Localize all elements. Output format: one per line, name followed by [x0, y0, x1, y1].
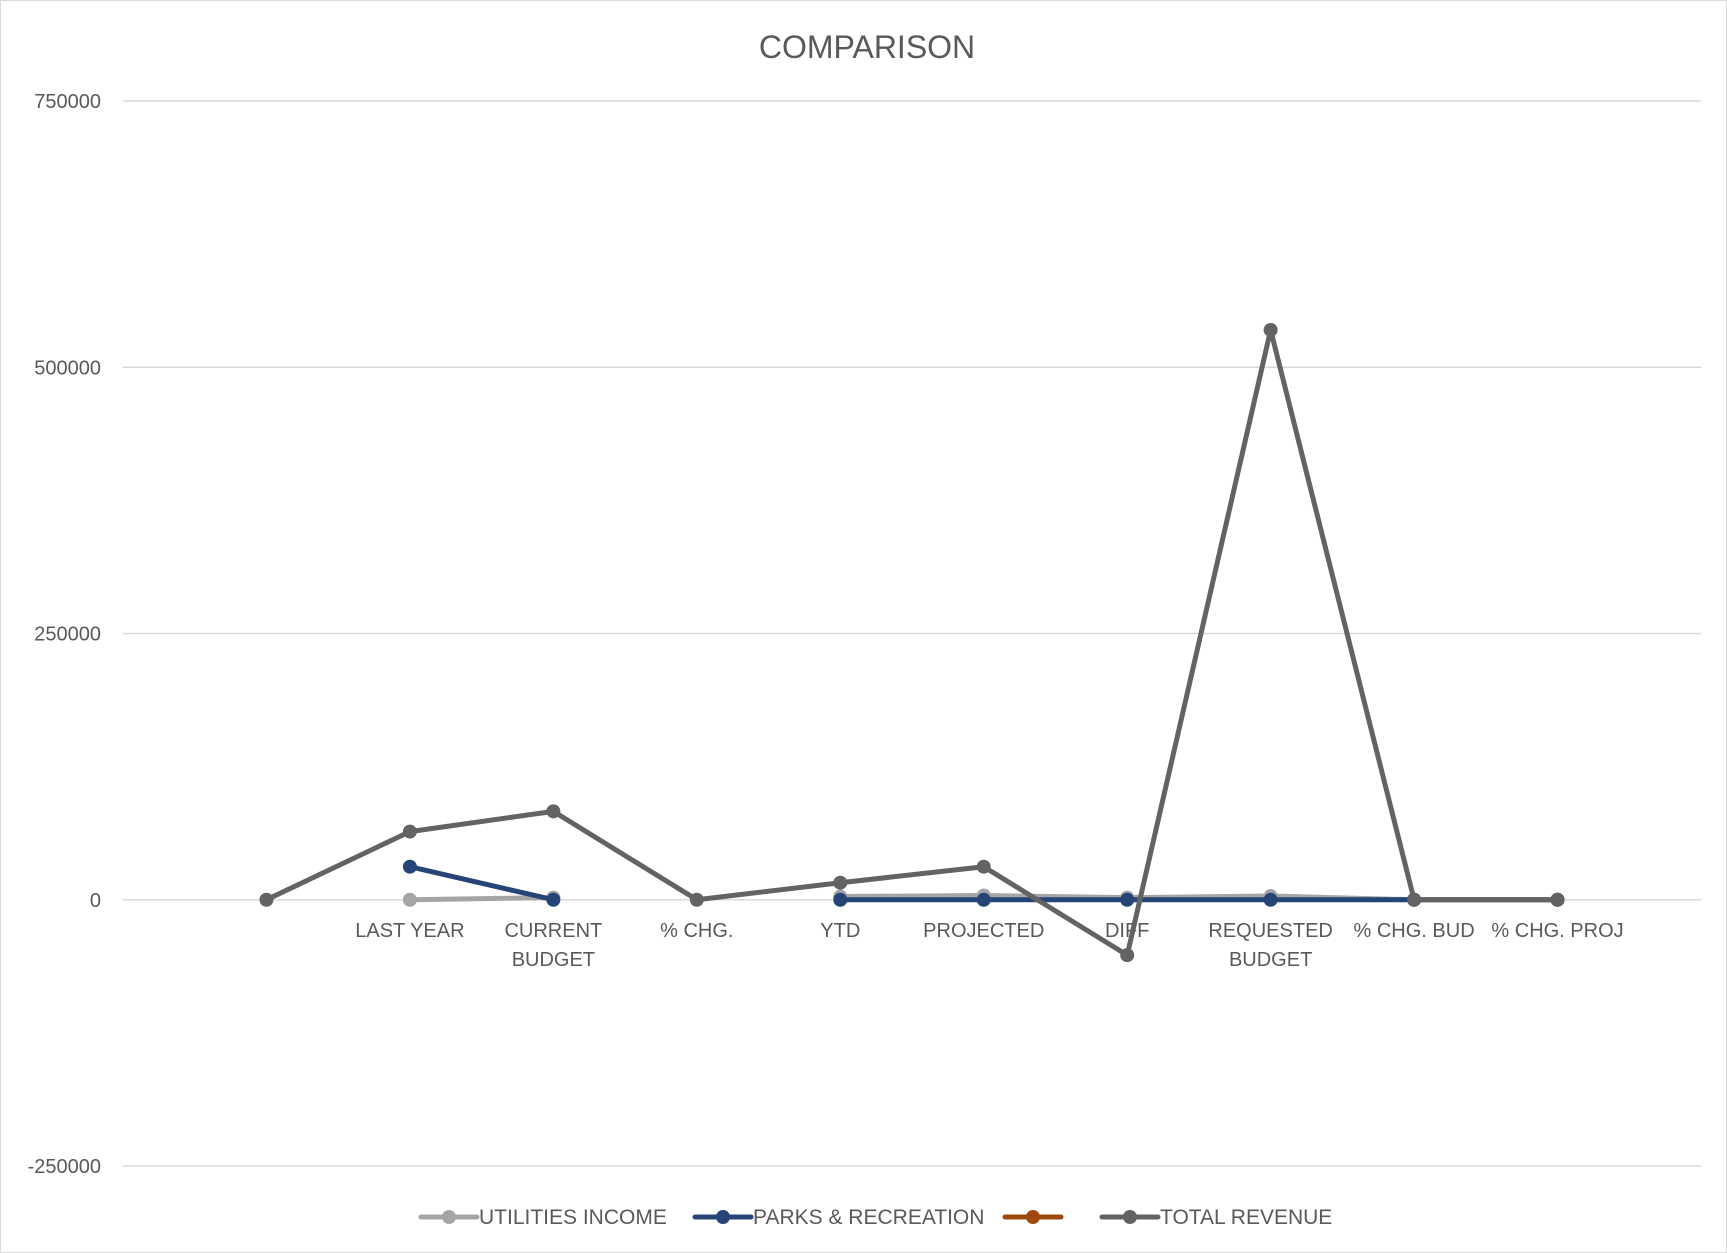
y-tick-label: 0	[90, 890, 101, 912]
legend-item: UTILITIES INCOME	[418, 1206, 667, 1229]
x-tick-label: % CHG. BUD	[1354, 920, 1475, 942]
x-tick-label: CURRENT BUDGET	[504, 920, 602, 971]
x-tick-label-line: CURRENT	[504, 920, 602, 942]
data-point	[259, 892, 274, 907]
data-point	[402, 859, 417, 874]
data-point	[689, 892, 704, 907]
x-tick-label-line: LAST YEAR	[355, 920, 464, 942]
x-tick-label-line: PROJECTED	[923, 920, 1044, 942]
legend-marker	[442, 1210, 456, 1224]
legend-marker	[1026, 1210, 1040, 1224]
x-axis-category-labels: LAST YEAR CURRENT BUDGET % CHG. YTD PROJECTED…	[355, 920, 1623, 971]
legend-marker	[716, 1210, 730, 1224]
series-parks-recreation	[402, 859, 1565, 907]
x-tick-label: PROJECTED	[923, 920, 1044, 942]
data-point	[546, 892, 561, 907]
data-point	[1120, 948, 1135, 963]
data-point	[402, 892, 417, 907]
legend-item	[1002, 1210, 1064, 1224]
series-line	[263, 327, 1561, 958]
gridlines	[123, 100, 1701, 1167]
chart-title: COMPARISON	[759, 29, 975, 65]
x-tick-label-line: YTD	[820, 920, 860, 942]
x-tick-label: LAST YEAR	[355, 920, 464, 942]
series-total-revenue	[259, 322, 1565, 963]
x-tick-label: YTD	[820, 920, 860, 942]
x-tick-label: % CHG. PROJ	[1491, 920, 1623, 942]
legend-label: TOTAL REVENUE	[1160, 1206, 1332, 1229]
x-tick-label-line: % CHG. BUD	[1354, 920, 1475, 942]
y-tick-label: 250000	[34, 624, 101, 646]
x-tick-label: DIFF	[1105, 920, 1149, 942]
data-point	[833, 892, 848, 907]
series-lines	[259, 322, 1565, 963]
data-point	[402, 824, 417, 839]
data-point	[546, 804, 561, 819]
data-point	[1263, 322, 1278, 337]
x-tick-label-line: BUDGET	[512, 949, 595, 971]
legend: UTILITIES INCOME PARKS & RECREATION TOTAL …	[418, 1206, 1332, 1229]
x-tick-label-line: REQUESTED	[1208, 920, 1332, 942]
legend-item: PARKS & RECREATION	[692, 1206, 984, 1229]
legend-label: UTILITIES INCOME	[479, 1206, 667, 1229]
legend-marker	[1123, 1210, 1137, 1224]
x-tick-label-line: DIFF	[1105, 920, 1149, 942]
data-point	[976, 859, 991, 874]
series-line	[407, 895, 556, 903]
y-axis-tick-labels: -250000 0 250000 500000 750000	[28, 91, 101, 1178]
y-tick-label: 500000	[34, 357, 101, 379]
x-tick-label-line: BUDGET	[1229, 949, 1312, 971]
y-tick-label: -250000	[28, 1156, 101, 1178]
x-tick-label: REQUESTED BUDGET	[1208, 920, 1332, 971]
x-tick-label: % CHG.	[660, 920, 733, 942]
x-tick-label-line: % CHG.	[660, 920, 733, 942]
x-tick-label-line: % CHG. PROJ	[1491, 920, 1623, 942]
data-point	[976, 892, 991, 907]
series-line	[407, 864, 556, 903]
data-point	[1550, 892, 1565, 907]
data-point	[1407, 892, 1422, 907]
legend-label: PARKS & RECREATION	[753, 1206, 984, 1229]
data-point	[833, 875, 848, 890]
data-point	[1120, 892, 1135, 907]
legend-item: TOTAL REVENUE	[1099, 1206, 1332, 1229]
data-point	[1263, 892, 1278, 907]
y-tick-label: 750000	[34, 91, 101, 113]
